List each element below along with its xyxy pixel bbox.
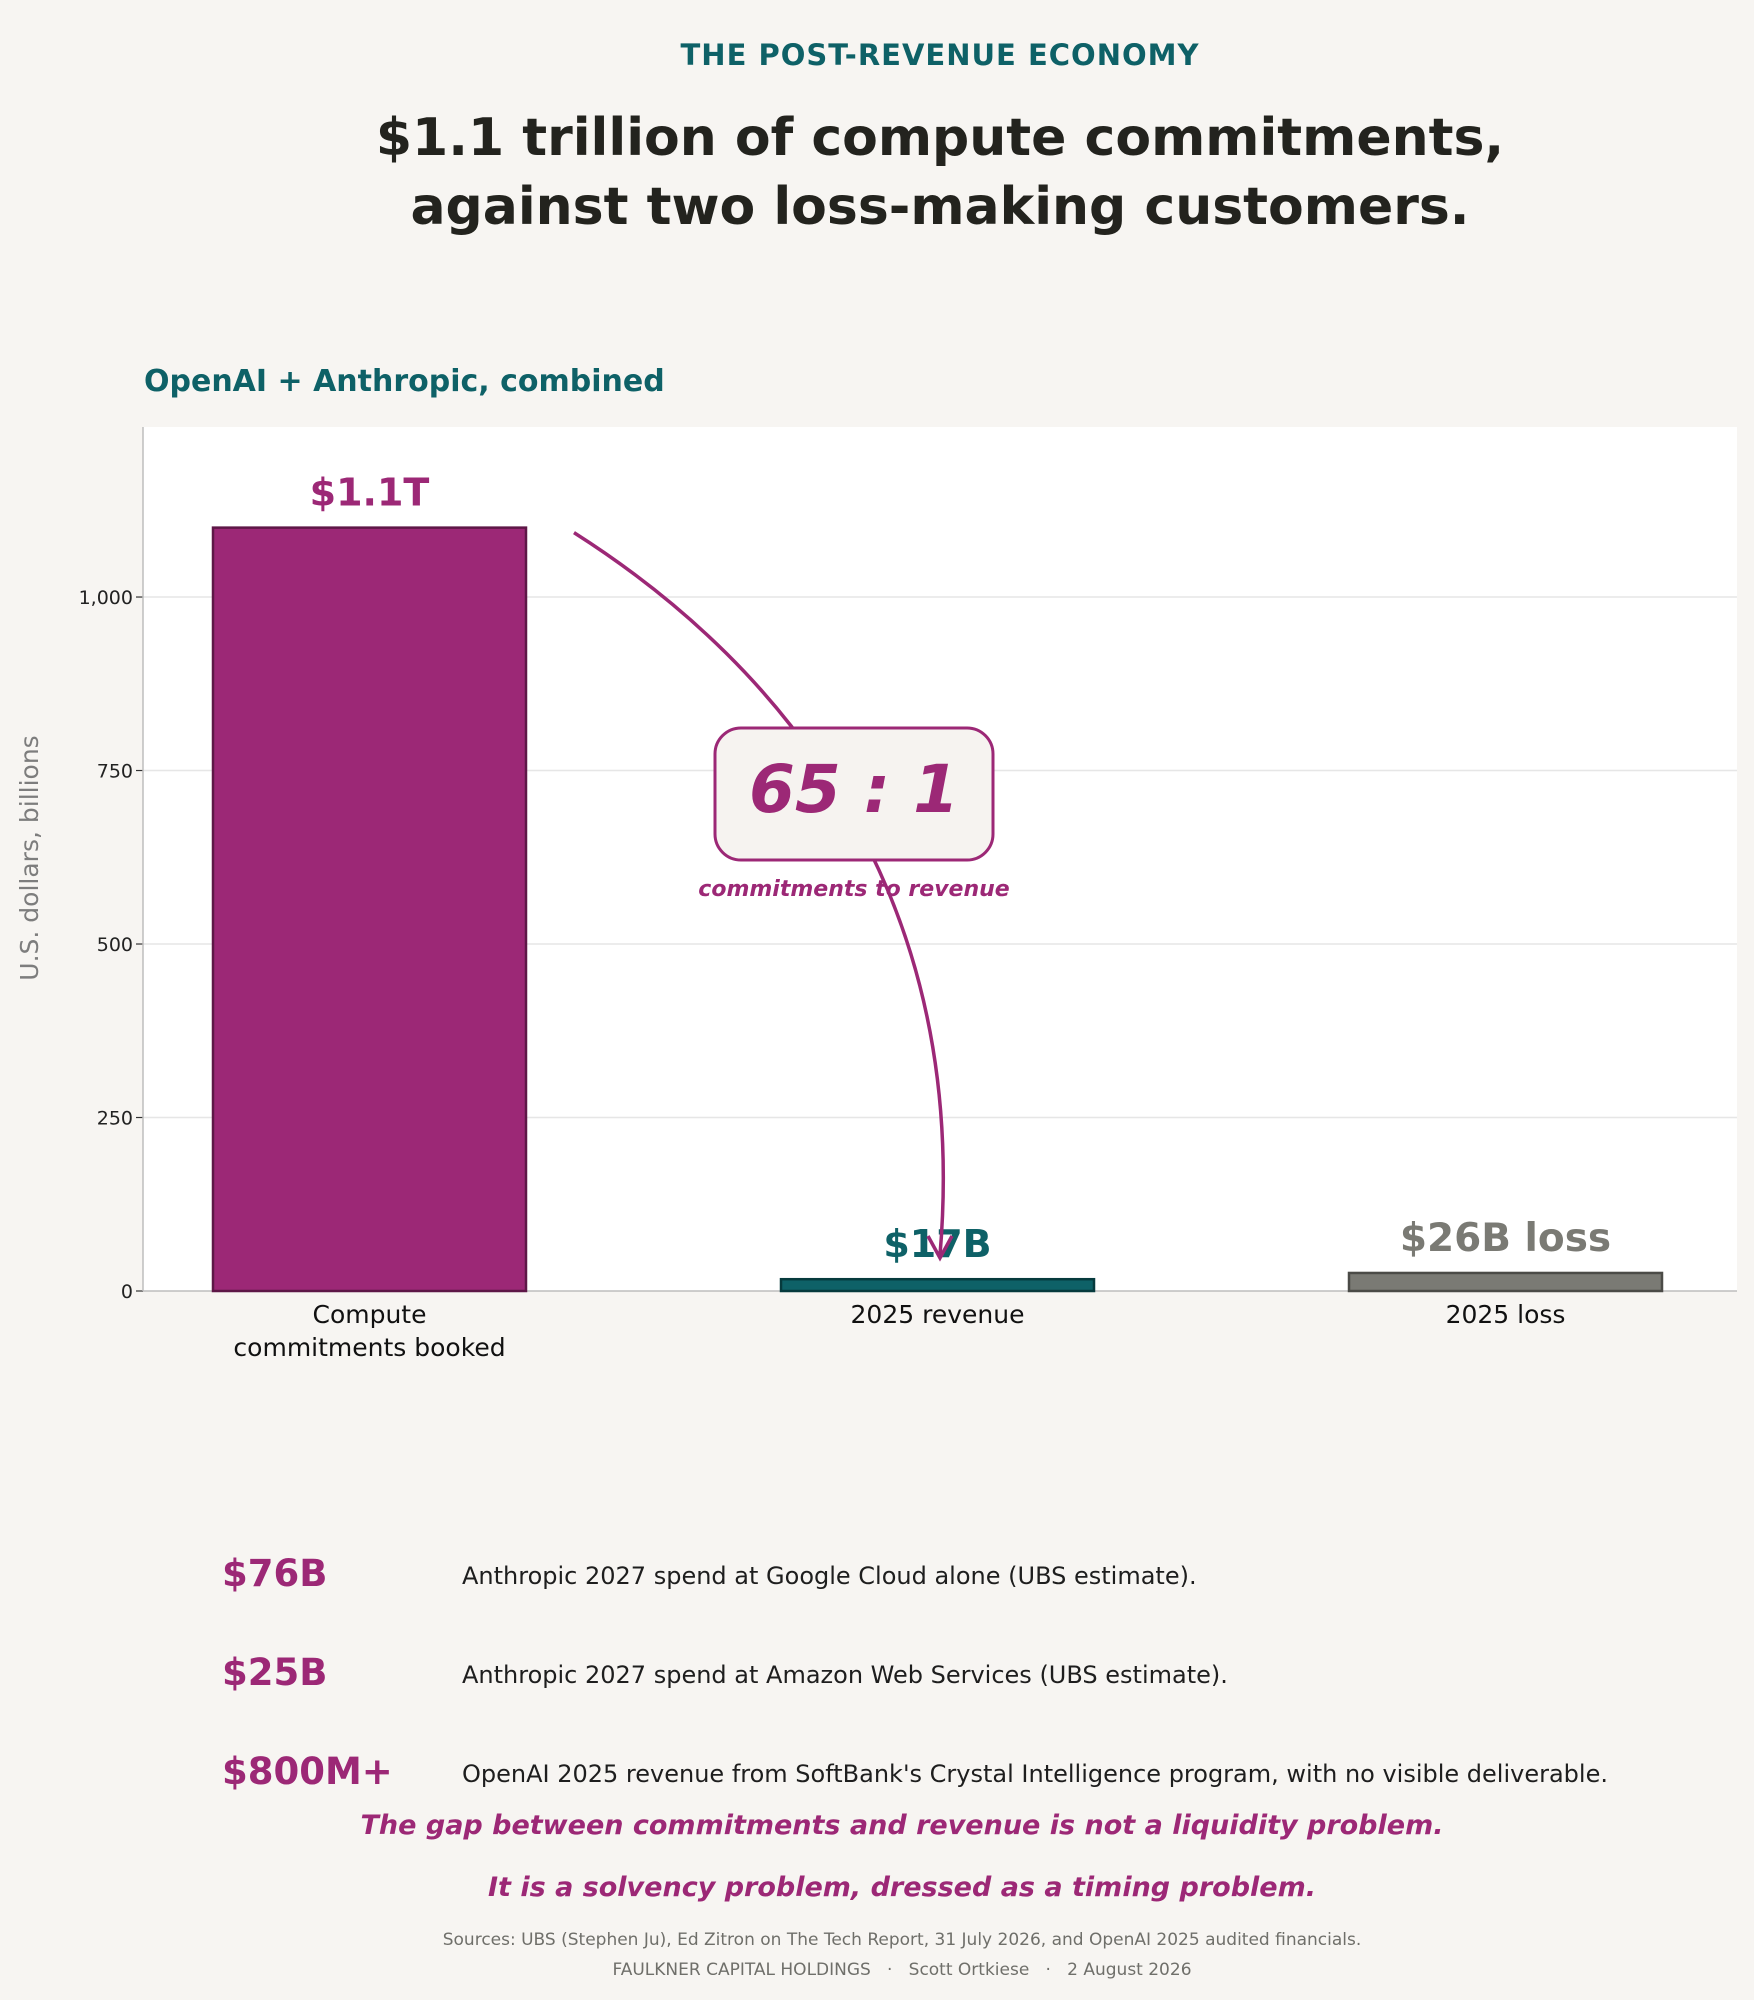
- ratio-box: [713, 726, 995, 862]
- conclusion-line-2: It is a solvency problem, dressed as a t…: [487, 1872, 1316, 1903]
- bar: [1347, 1271, 1664, 1293]
- y-axis-label: U.S. dollars, billions: [15, 735, 44, 980]
- y-tick-label: 1,000: [79, 587, 133, 609]
- x-tick-label: Compute: [312, 1300, 426, 1329]
- bar: [779, 1277, 1096, 1293]
- bar: [211, 526, 528, 1293]
- kicker: THE POST-REVENUE ECONOMY: [680, 38, 1200, 72]
- bar-value-label: $17B: [883, 1222, 991, 1266]
- x-tick-label: 2025 revenue: [851, 1300, 1025, 1329]
- x-tick-label: commitments booked: [233, 1333, 505, 1362]
- bar-value-label: $1.1T: [310, 471, 430, 515]
- callout-text: OpenAI 2025 revenue from SoftBank's Crys…: [462, 1760, 1608, 1788]
- callout-value: $25B: [222, 1651, 328, 1694]
- annotation-arrowhead: [926, 1235, 954, 1262]
- y-tick-label: 750: [97, 761, 133, 783]
- y-tick-label: 250: [97, 1108, 133, 1130]
- ratio-text: 65 : 1: [749, 751, 959, 828]
- bar-chart: 0 250 500 750 1,000 U.S. dollars, billions $1.…: [15, 427, 1737, 1362]
- sources-note: Sources: UBS (Stephen Ju), Ed Zitron on …: [442, 1930, 1362, 1950]
- y-tick-label: 0: [121, 1281, 133, 1303]
- callout-value: $76B: [222, 1552, 328, 1595]
- ratio-caption: commitments to revenue: [698, 877, 1009, 902]
- x-tick-label: 2025 loss: [1446, 1300, 1566, 1329]
- footer-credit: FAULKNER CAPITAL HOLDINGS · Scott Ortkie…: [612, 1960, 1192, 1980]
- callout-value: $800M+: [222, 1750, 393, 1793]
- bar-value-label: $26B loss: [1400, 1216, 1611, 1261]
- conclusion-line-1: The gap between commitments and revenue …: [360, 1810, 1444, 1841]
- y-tick-label: 500: [97, 934, 133, 956]
- callout-text: Anthropic 2027 spend at Google Cloud alo…: [462, 1562, 1197, 1590]
- chart-subtitle: OpenAI + Anthropic, combined: [144, 364, 665, 399]
- headline-line-1: $1.1 trillion of compute commitments,: [375, 108, 1505, 168]
- headline-line-2: against two loss-making customers.: [410, 177, 1470, 237]
- callout-text: Anthropic 2027 spend at Amazon Web Servi…: [462, 1661, 1228, 1689]
